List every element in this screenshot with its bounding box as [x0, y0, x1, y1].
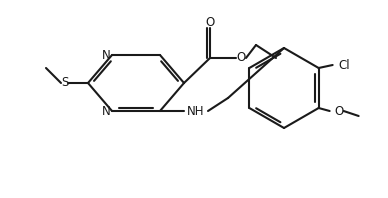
Text: N: N — [102, 49, 110, 62]
Text: O: O — [334, 105, 343, 117]
Text: N: N — [102, 105, 110, 117]
Text: O: O — [205, 15, 215, 29]
Text: S: S — [61, 75, 69, 89]
Text: O: O — [236, 50, 246, 64]
Text: NH: NH — [187, 105, 205, 117]
Text: Cl: Cl — [339, 58, 350, 71]
